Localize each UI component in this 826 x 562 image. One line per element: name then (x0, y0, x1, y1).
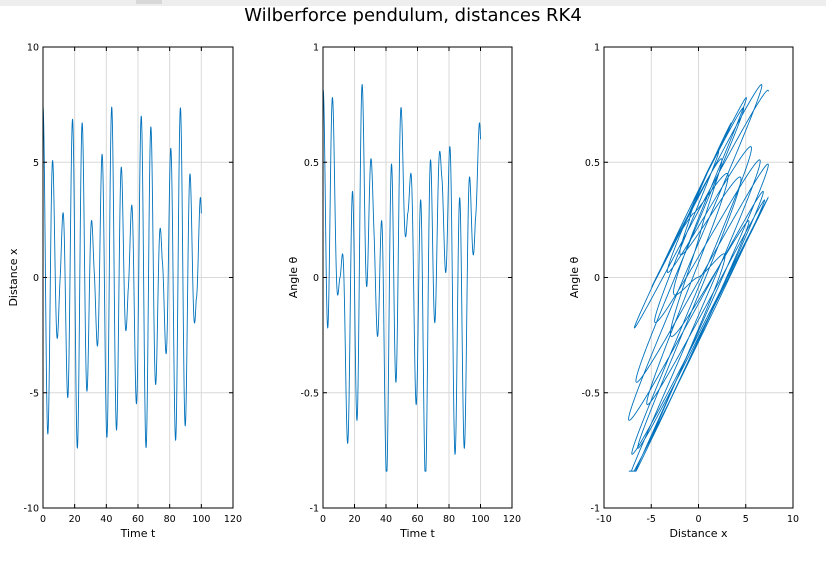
x-tick-label: -10 (596, 514, 612, 525)
y-tick-label: -5 (30, 388, 39, 399)
plot-area (323, 47, 512, 508)
y-axis-label: Angle θ (287, 256, 300, 298)
y-tick-label: -1 (310, 504, 319, 515)
y-tick-label: 0 (594, 273, 600, 284)
y-tick-label: 10 (27, 43, 39, 54)
series-line (628, 84, 769, 472)
x-tick-label: 100 (192, 514, 210, 525)
x-tick-label: 0 (695, 514, 701, 525)
grid (42, 46, 234, 509)
window-tab[interactable] (136, 0, 162, 4)
y-tick-label: -1 (591, 504, 600, 515)
grid (322, 46, 513, 509)
x-tick-label: 10 (787, 514, 799, 525)
x-tick-label: 60 (411, 514, 423, 525)
axes-frame (603, 46, 794, 509)
series-line (322, 83, 481, 472)
y-tick-label: 0 (313, 273, 319, 284)
x-tick-label: 80 (443, 514, 455, 525)
x-tick-label: 100 (471, 514, 489, 525)
grid (603, 46, 794, 509)
series-line (42, 106, 202, 449)
x-tick-label: 120 (503, 514, 521, 525)
x-tick-label: 120 (224, 514, 242, 525)
y-axis-label: Angle θ (568, 256, 581, 298)
figure-title: Wilberforce pendulum, distances RK4 (244, 5, 582, 26)
y-tick-label: 0.5 (585, 158, 600, 169)
window-top-bar (0, 0, 826, 6)
x-tick-label: 5 (743, 514, 749, 525)
axes-frame (322, 46, 513, 509)
x-tick-label: 40 (100, 514, 112, 525)
y-tick-label: 5 (33, 158, 39, 169)
plot-area (43, 47, 233, 508)
x-tick-label: -5 (647, 514, 656, 525)
x-tick-label: 20 (69, 514, 81, 525)
y-tick-label: 0.5 (304, 158, 319, 169)
x-tick-label: 60 (132, 514, 144, 525)
y-tick-label: 0 (33, 273, 39, 284)
axes-frame (42, 46, 234, 509)
x-tick-label: 40 (380, 514, 392, 525)
x-tick-label: 20 (348, 514, 360, 525)
y-axis-label: Distance x (7, 248, 20, 307)
y-tick-label: -0.5 (300, 388, 319, 399)
x-tick-label: 80 (164, 514, 176, 525)
x-tick-label: 0 (40, 514, 46, 525)
y-tick-label: -0.5 (581, 388, 600, 399)
x-axis-label: Time t (399, 527, 435, 540)
x-tick-label: 0 (320, 514, 326, 525)
y-tick-label: 1 (313, 43, 319, 54)
x-axis-label: Distance x (669, 527, 728, 540)
y-tick-label: 1 (594, 43, 600, 54)
plot-area (604, 47, 793, 508)
y-tick-label: -10 (23, 504, 39, 515)
x-axis-label: Time t (120, 527, 156, 540)
